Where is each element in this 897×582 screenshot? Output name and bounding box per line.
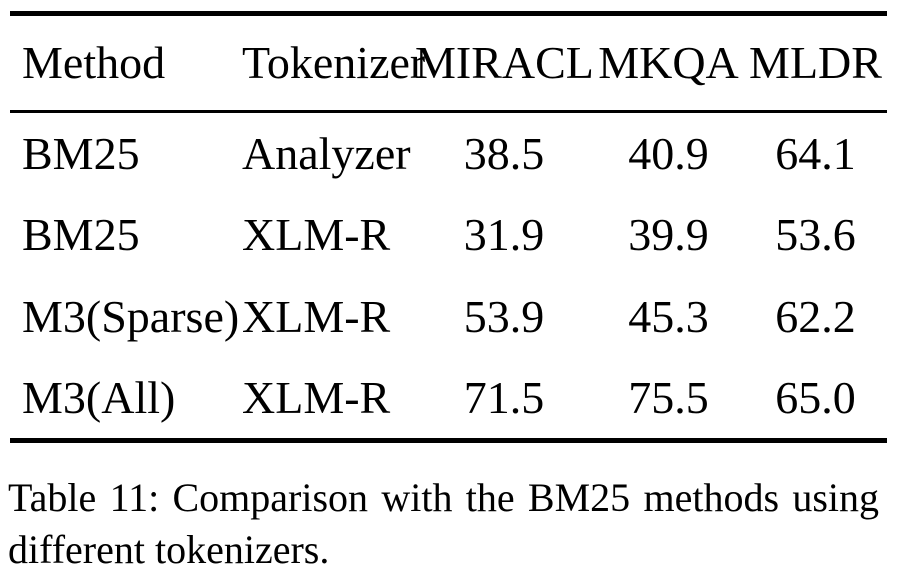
cell-tokenizer: XLM-R <box>242 209 391 260</box>
cell-miracl: 71.5 <box>463 372 545 423</box>
table-row: BM25 Analyzer 38.5 40.9 64.1 <box>10 113 887 194</box>
cell-method: BM25 <box>22 209 140 260</box>
cell-miracl: 53.9 <box>463 291 545 342</box>
cell-tokenizer: Analyzer <box>242 128 411 179</box>
col-header-tokenizer: Tokenizer <box>242 37 426 88</box>
cell-mkqa: 39.9 <box>628 209 709 260</box>
cell-mldr: 62.2 <box>775 291 856 342</box>
cell-method: BM25 <box>22 128 140 179</box>
cell-mldr: 64.1 <box>775 128 856 179</box>
results-table: Method Tokenizer MIRACL MKQA MLDR BM25 A… <box>10 0 887 460</box>
cell-miracl: 38.5 <box>463 128 545 179</box>
cell-mkqa: 40.9 <box>628 128 709 179</box>
table-header-rule <box>10 110 887 113</box>
col-header-mldr: MLDR <box>749 37 882 88</box>
cell-mldr: 65.0 <box>775 372 856 423</box>
table-row: M3(All) XLM-R 71.5 75.5 65.0 <box>10 357 887 438</box>
table-row: BM25 XLM-R 31.9 39.9 53.6 <box>10 194 887 275</box>
table-row: M3(Sparse) XLM-R 53.9 45.3 62.2 <box>10 276 887 357</box>
col-header-miracl: MIRACL <box>415 37 594 88</box>
table-caption: Table 11: Comparison with the BM25 metho… <box>8 475 879 572</box>
cell-mkqa: 75.5 <box>628 372 709 423</box>
table-header-row: Method Tokenizer MIRACL MKQA MLDR <box>10 16 887 110</box>
cell-miracl: 31.9 <box>463 209 545 260</box>
cell-method: M3(Sparse) <box>22 291 240 342</box>
cell-tokenizer: XLM-R <box>242 372 391 423</box>
table-bottom-rule <box>10 438 887 443</box>
col-header-method: Method <box>22 37 166 88</box>
col-header-mkqa: MKQA <box>598 37 739 88</box>
cell-method: M3(All) <box>22 372 176 423</box>
cell-tokenizer: XLM-R <box>242 291 391 342</box>
cell-mldr: 53.6 <box>775 209 856 260</box>
cell-mkqa: 45.3 <box>628 291 709 342</box>
table-top-rule <box>10 11 887 16</box>
